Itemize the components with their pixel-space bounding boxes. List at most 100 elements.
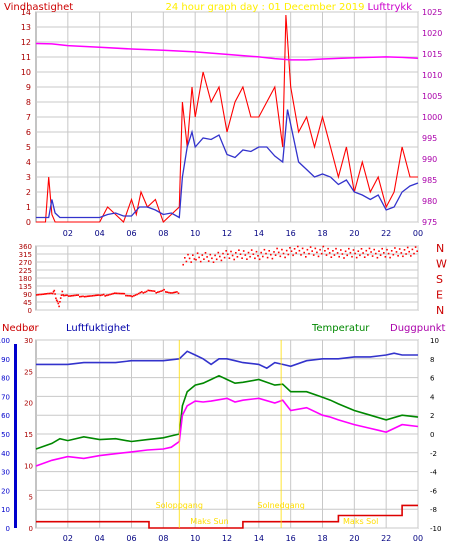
humidity-title: Luftfuktighet — [66, 323, 130, 334]
dir-point-1-10-1 — [340, 249, 342, 251]
dir-point-0-10-5 — [91, 295, 94, 297]
pressure-ytick-985: 985 — [422, 176, 437, 185]
dir-point-1-14-8 — [414, 246, 417, 248]
dir-point-0-13-2 — [134, 294, 137, 296]
dir-ytick-180: 180 — [19, 275, 32, 283]
dir-point-1-7-5 — [298, 249, 301, 252]
dir-point-1-9-7 — [333, 254, 336, 256]
dir-point-1-0-6 — [192, 254, 194, 256]
pressure-series — [35, 42, 419, 61]
dir-point-0-8-0 — [63, 294, 65, 297]
dir-point-1-4-9 — [257, 255, 259, 257]
humidity-ytick-90: 90 — [1, 356, 10, 364]
dir-ytick-270: 270 — [19, 259, 32, 267]
pressure-ytick-980: 980 — [422, 197, 437, 206]
dir-point-1-11-2 — [357, 250, 360, 252]
dir-point-1-0-3 — [187, 253, 189, 256]
dir-point-1-5-7 — [270, 253, 272, 256]
dir-point-1-9-6 — [332, 250, 334, 252]
dir-point-1-3-9 — [241, 257, 243, 259]
dir-point-1-1-5 — [203, 258, 205, 260]
dir-point-1-5-2 — [262, 255, 264, 258]
dir-point-1-5-6 — [268, 250, 270, 252]
dir-point-1-9-2 — [325, 254, 328, 256]
humidity-ytick-40: 40 — [1, 450, 10, 458]
dir-point-1-7-1 — [292, 254, 294, 257]
dir-point-1-2-4 — [217, 251, 220, 254]
dir-point-0-18-1 — [172, 291, 175, 294]
temp-ytick-4: 4 — [430, 393, 435, 401]
dir-point-1-7-8 — [303, 251, 305, 254]
humidity-ytick-60: 60 — [1, 412, 10, 420]
dir-point-0-11-9 — [114, 292, 116, 294]
wind-ytick-12: 12 — [21, 38, 31, 47]
dir-point-0-11-6 — [109, 293, 111, 296]
dir-point-0-17-4 — [169, 292, 172, 294]
dir-point-1-8-1 — [308, 252, 310, 255]
dir-point-1-9-8 — [335, 247, 337, 250]
wind-ytick-5: 5 — [26, 143, 31, 152]
wind-xtick-06: 06 — [126, 229, 136, 238]
wind-title: Vindhastighet — [4, 2, 73, 13]
dir-point-1-8-6 — [316, 251, 318, 254]
dir-point-0-14-3 — [144, 291, 146, 293]
dir-point-0-13-1 — [133, 295, 135, 297]
dir-point-0-12-1 — [117, 292, 119, 295]
rain-series — [36, 504, 418, 529]
dir-point-1-14-5 — [410, 255, 412, 257]
dir-point-1-7-6 — [300, 254, 302, 256]
dir-point-1-0-0 — [182, 263, 184, 266]
wind-ytick-6: 6 — [26, 128, 31, 137]
dir-point-0-14-1 — [141, 291, 143, 293]
dir-point-0-12-0 — [115, 292, 118, 295]
dir-point-0-18-4 — [177, 292, 180, 295]
dir-point-0-12-5 — [123, 292, 126, 295]
dir-point-0-9-8 — [80, 295, 83, 298]
dir-point-1-1-1 — [196, 252, 199, 254]
dir-point-1-9-3 — [327, 247, 329, 250]
dir-point-0-8-2 — [66, 294, 68, 296]
dir-point-1-9-4 — [328, 252, 331, 254]
dir-point-0-11-0 — [99, 294, 102, 297]
dir-ytick-135: 135 — [19, 283, 32, 291]
dir-point-1-3-8 — [239, 253, 242, 255]
rain-axis-bar — [14, 344, 17, 528]
dir-point-1-1-7 — [206, 256, 208, 258]
dir-point-1-5-1 — [260, 251, 262, 254]
sun-annotation-2: Maks Sun — [190, 517, 228, 526]
dir-point-0-10-8 — [96, 294, 99, 296]
dir-point-1-2-0 — [211, 257, 213, 260]
humidity-ytick-10: 10 — [1, 506, 10, 514]
temp-ytick-8: 8 — [430, 356, 434, 364]
dir-point-0-0-9 — [50, 292, 52, 295]
dir-point-0-11-2 — [102, 293, 105, 296]
dir-point-1-10-8 — [351, 255, 353, 258]
dir-ytick-0: 0 — [28, 307, 32, 315]
wind-ytick-14: 14 — [21, 8, 31, 17]
dir-point-1-4-6 — [252, 253, 255, 255]
dir-point-0-3-0 — [55, 297, 57, 300]
dir-point-0-11-5 — [107, 294, 110, 296]
wind-xtick-20: 20 — [349, 229, 359, 238]
dir-point-1-4-5 — [250, 249, 253, 251]
dir-point-0-9-0 — [67, 295, 70, 297]
dir-point-1-12-8 — [383, 252, 385, 254]
dir-point-1-13-7 — [397, 255, 399, 257]
climate-xtick-16: 16 — [286, 534, 296, 543]
dir-point-0-9-6 — [77, 294, 79, 296]
dir-point-1-0-7 — [193, 258, 196, 260]
rain-ytick-5: 5 — [29, 494, 33, 502]
dir-point-1-11-1 — [355, 256, 358, 259]
dir-point-0-16-2 — [158, 290, 161, 293]
dir-point-1-8-0 — [306, 248, 309, 251]
dir-point-0-10-4 — [90, 295, 92, 297]
dir-point-1-14-9 — [416, 250, 418, 252]
dir-point-0-15-3 — [152, 290, 154, 292]
dir-point-0-0-5 — [44, 293, 46, 295]
dir-point-0-0-0 — [36, 294, 38, 296]
direction-series-1 — [182, 245, 418, 266]
dir-point-0-17-3 — [168, 291, 170, 294]
dir-point-1-1-4 — [201, 254, 204, 256]
dir-point-0-10-2 — [86, 295, 89, 298]
